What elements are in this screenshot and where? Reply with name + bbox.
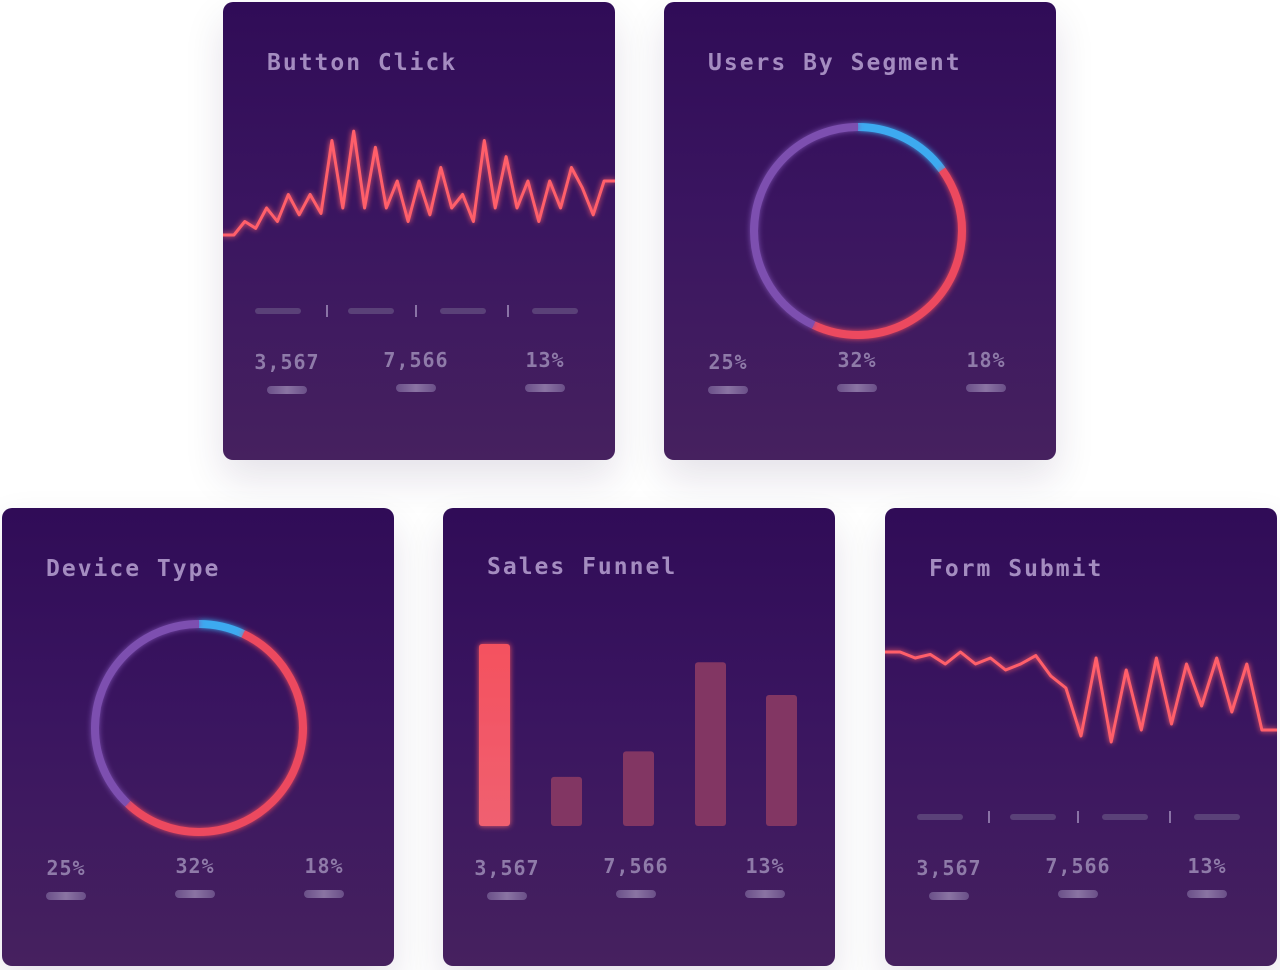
stat-value: 32% (837, 348, 877, 372)
stat-bar (929, 892, 969, 900)
stat: 18% (936, 348, 1036, 392)
donut-slice-red (91, 620, 307, 836)
stat-value: 25% (708, 350, 748, 374)
stat-bar (1058, 890, 1098, 898)
button-click-chart (223, 129, 615, 317)
stat: 3,567 (899, 856, 999, 900)
stat-value: 7,566 (1045, 854, 1111, 878)
bar (695, 662, 726, 826)
stat: 13% (1157, 854, 1257, 898)
stat-value: 32% (175, 854, 215, 878)
stat: 32% (807, 348, 907, 392)
stat: 3,567 (237, 350, 337, 394)
line-series (885, 650, 1277, 744)
stat: 7,566 (586, 854, 686, 898)
stat: 32% (145, 854, 245, 898)
stat-bar (175, 890, 215, 898)
stat-bar (46, 892, 86, 900)
stats-row: 3,567 7,566 13% (885, 854, 1277, 966)
stat-bar (966, 384, 1006, 392)
stat-bar (267, 386, 307, 394)
bar (551, 776, 582, 826)
stats-row: 25% 32% 18% (664, 348, 1056, 460)
stat-bar (708, 386, 748, 394)
card-form-submit: Form Submit 3,567 7,566 13% (885, 508, 1277, 966)
stat: 13% (495, 348, 595, 392)
card-title: Sales Funnel (487, 554, 678, 580)
bar (766, 695, 797, 826)
stat: 7,566 (1028, 854, 1128, 898)
stat-value: 3,567 (474, 856, 540, 880)
stat-value: 7,566 (383, 348, 449, 372)
line-series (223, 129, 615, 237)
stat-value: 18% (304, 854, 344, 878)
stat-value: 25% (46, 856, 86, 880)
card-title: Form Submit (929, 556, 1104, 582)
stat: 13% (715, 854, 815, 898)
sales-funnel-chart (479, 644, 797, 826)
card-device-type: Device Type 25% 32% 18% (2, 508, 394, 966)
stat-value: 13% (745, 854, 785, 878)
stat-bar (487, 892, 527, 900)
card-title: Users By Segment (708, 50, 962, 76)
donut-slice-purple (750, 123, 966, 339)
stat-value: 3,567 (254, 350, 320, 374)
card-title: Button Click (267, 50, 458, 76)
stat-value: 3,567 (916, 856, 982, 880)
stat: 3,567 (457, 856, 557, 900)
donut-slice-red (750, 123, 966, 339)
users-by-segment-chart (750, 123, 966, 339)
stat: 25% (16, 856, 116, 900)
stats-row: 25% 32% 18% (2, 854, 394, 966)
donut-slice-purple (91, 620, 307, 836)
form-submit-chart (885, 650, 1277, 823)
stat: 25% (678, 350, 778, 394)
bar (623, 751, 654, 826)
card-sales-funnel: Sales Funnel 3,567 7,566 13% (443, 508, 835, 966)
bar (479, 644, 510, 826)
stat-bar (745, 890, 785, 898)
stat-value: 18% (966, 348, 1006, 372)
stat: 7,566 (366, 348, 466, 392)
stat-bar (837, 384, 877, 392)
stat-value: 7,566 (603, 854, 669, 878)
stat-bar (396, 384, 436, 392)
stat-bar (1187, 890, 1227, 898)
device-type-chart (91, 620, 307, 836)
card-users-by-segment: Users By Segment 25% 32% 18% (664, 2, 1056, 460)
stats-row: 3,567 7,566 13% (223, 348, 615, 460)
stat-bar (304, 890, 344, 898)
stat-bar (616, 890, 656, 898)
stat-value: 13% (525, 348, 565, 372)
stat: 18% (274, 854, 374, 898)
stat-bar (525, 384, 565, 392)
stats-row: 3,567 7,566 13% (443, 854, 835, 966)
stat-value: 13% (1187, 854, 1227, 878)
card-button-click: Button Click 3,567 7,566 13% (223, 2, 615, 460)
card-title: Device Type (46, 556, 221, 582)
